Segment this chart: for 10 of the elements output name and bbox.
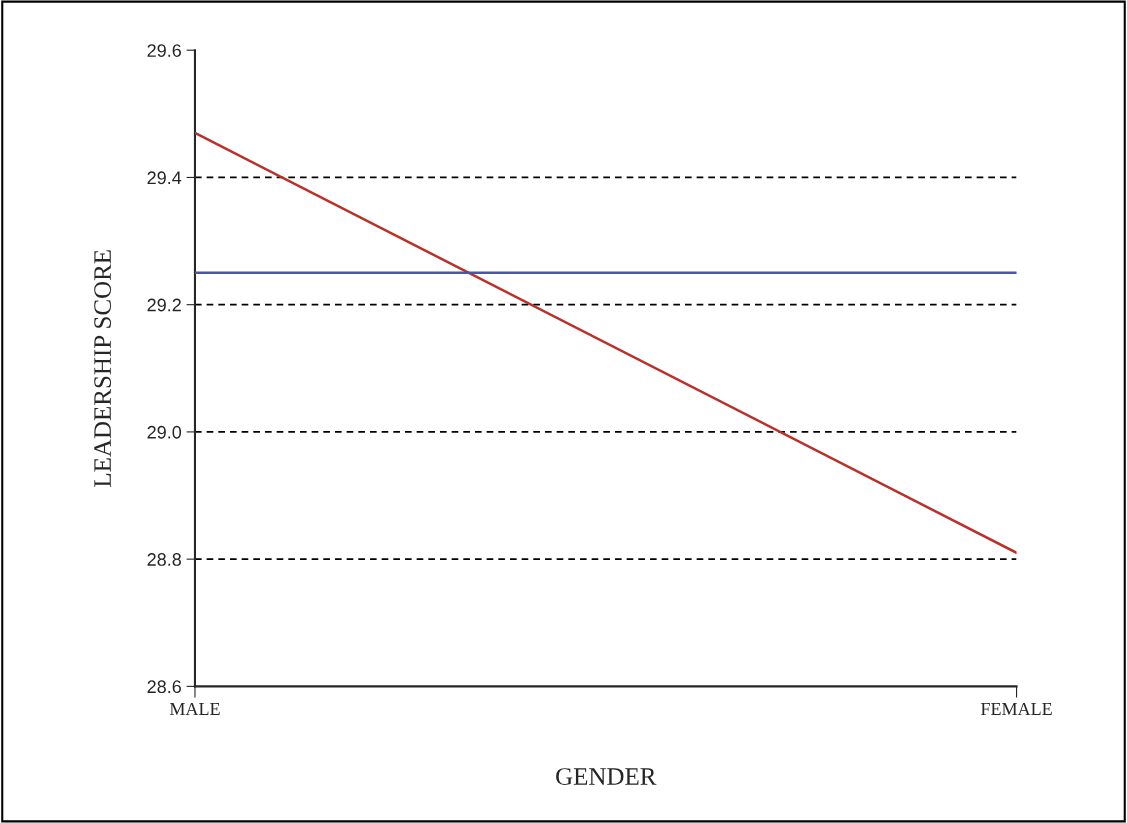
- y-axis-title: LEADERSHIP SCORE: [94, 250, 112, 487]
- y-tick-label: 29.0: [147, 425, 182, 439]
- y-tick-label: 28.6: [147, 680, 181, 694]
- x-tick-label: MALE: [169, 702, 220, 715]
- y-tick-label: 29.6: [147, 44, 181, 57]
- x-tick-label: FEMALE: [980, 702, 1052, 715]
- y-tick-label: 29.4: [147, 171, 182, 185]
- y-tick-label: 29.2: [147, 298, 181, 312]
- y-tick-label: 28.8: [147, 553, 181, 566]
- x-axis-title: GENDER: [556, 768, 657, 785]
